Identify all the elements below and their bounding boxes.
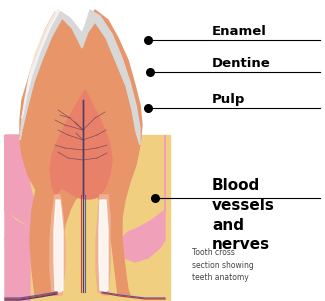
- Polygon shape: [120, 135, 165, 262]
- Polygon shape: [96, 195, 110, 295]
- Polygon shape: [54, 200, 63, 292]
- Polygon shape: [20, 10, 142, 295]
- Polygon shape: [5, 135, 62, 301]
- Polygon shape: [50, 195, 65, 295]
- Polygon shape: [99, 200, 108, 292]
- Polygon shape: [20, 10, 140, 145]
- Text: Tooth cross
section showing
teeth anatomy: Tooth cross section showing teeth anatom…: [192, 248, 254, 282]
- Point: [148, 70, 153, 74]
- Point: [145, 106, 150, 110]
- Text: Blood
vessels
and
nerves: Blood vessels and nerves: [212, 178, 275, 253]
- Polygon shape: [22, 10, 60, 118]
- Polygon shape: [50, 90, 112, 199]
- Text: Pulp: Pulp: [212, 93, 245, 106]
- Text: Dentine: Dentine: [212, 57, 271, 70]
- Point: [152, 196, 158, 200]
- Text: Enamel: Enamel: [212, 25, 267, 38]
- Polygon shape: [5, 135, 170, 301]
- Polygon shape: [5, 135, 58, 262]
- Point: [145, 38, 150, 42]
